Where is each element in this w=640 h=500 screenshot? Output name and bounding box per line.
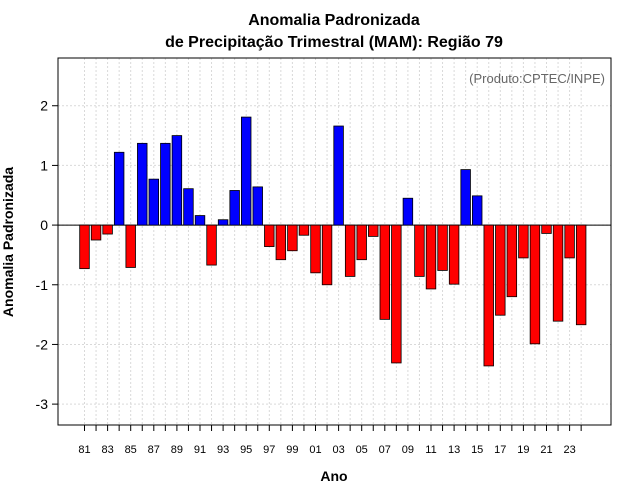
y-tick-label: -3	[36, 396, 49, 412]
bar-1981	[79, 224, 90, 270]
x-axis-label: Ano	[320, 468, 347, 484]
x-tick-label: 05	[356, 444, 368, 456]
bar-1987	[148, 178, 160, 226]
bar-2014	[460, 169, 471, 226]
bar-2002	[321, 224, 333, 286]
bar-1993	[217, 219, 229, 226]
bar-2023	[564, 224, 575, 259]
plot-frame	[57, 57, 612, 426]
x-tick-label: 21	[540, 444, 552, 456]
y-axis: -3 -2 -1 0 1 2	[36, 98, 58, 412]
bar-2019	[518, 224, 529, 259]
bar-2021	[541, 224, 552, 234]
y-axis-label: Anomalia Padronizada	[0, 167, 16, 317]
bar-1982	[90, 224, 102, 241]
x-tick-label: 13	[448, 444, 460, 456]
bar-2016	[483, 224, 494, 367]
chart-subtitle: de Precipitação Trimestral (MAM): Região…	[165, 34, 503, 51]
bar-2015	[471, 195, 483, 226]
bar-2000	[298, 224, 310, 236]
bar-1984	[113, 151, 125, 226]
bar-2010	[414, 224, 425, 277]
y-tick-label: 1	[40, 157, 48, 173]
credit-label: (Produto:CPTEC/INPE)	[469, 71, 605, 86]
x-tick-label: 89	[171, 444, 183, 456]
x-tick-label: 91	[194, 444, 206, 456]
y-tick-label: 2	[40, 98, 48, 114]
bar-2018	[506, 224, 518, 298]
bar-1996	[252, 186, 263, 226]
bar-1998	[275, 224, 287, 261]
bar-1995	[240, 116, 252, 226]
bar-1986	[137, 142, 148, 226]
y-tick-label: -1	[36, 277, 49, 293]
bar-2011	[425, 224, 437, 290]
x-tick-label: 23	[563, 444, 575, 456]
y-tick-label: 0	[40, 217, 48, 233]
x-tick-label: 15	[471, 444, 483, 456]
bar-1988	[160, 142, 171, 226]
x-tick-label: 09	[402, 444, 414, 456]
bar-1992	[206, 224, 217, 266]
bar-2017	[495, 224, 506, 316]
x-tick-label: 87	[148, 444, 160, 456]
bar-1991	[194, 215, 206, 226]
bar-2003	[333, 125, 344, 226]
bar-2006	[368, 224, 379, 237]
x-tick-label: 97	[263, 444, 275, 456]
bar-2004	[344, 224, 356, 277]
x-tick-label: 17	[494, 444, 506, 456]
bar-2009	[402, 197, 414, 226]
bar-1985	[125, 224, 136, 268]
bar-1990	[183, 188, 194, 226]
bar-2007	[379, 224, 391, 320]
x-tick-label: 07	[379, 444, 391, 456]
y-tick-label: -2	[36, 336, 49, 352]
bar-2020	[529, 224, 541, 345]
x-tick-label: 19	[517, 444, 529, 456]
bar-1989	[171, 135, 183, 226]
x-tick-label: 93	[217, 444, 229, 456]
x-tick-label: 03	[332, 444, 344, 456]
chart-title: Anomalia Padronizada	[248, 12, 420, 29]
x-tick-label: 85	[125, 444, 137, 456]
bar-2022	[552, 224, 564, 322]
x-tick-label: 11	[425, 444, 436, 456]
bar-2013	[448, 224, 460, 285]
bar-2005	[356, 224, 367, 261]
bar-2012	[437, 224, 448, 271]
bars	[79, 116, 587, 367]
x-tick-label: 01	[309, 444, 321, 456]
bar-2024	[575, 224, 587, 326]
bar-1997	[264, 224, 275, 247]
x-tick-label: 95	[240, 444, 252, 456]
x-tick-label: 99	[286, 444, 298, 456]
x-axis: 81 83 85 87 89 91 93 95 97 99 01 03 05 07 09 11 13 15 17 19…	[78, 425, 582, 456]
x-tick-label: 81	[78, 444, 90, 456]
bar-2001	[310, 224, 321, 274]
grid-lines	[58, 58, 611, 425]
x-tick-label: 83	[101, 444, 113, 456]
bar-1999	[287, 224, 298, 252]
bar-1994	[229, 190, 240, 226]
bar-2008	[391, 224, 402, 364]
bar-1983	[102, 224, 113, 235]
